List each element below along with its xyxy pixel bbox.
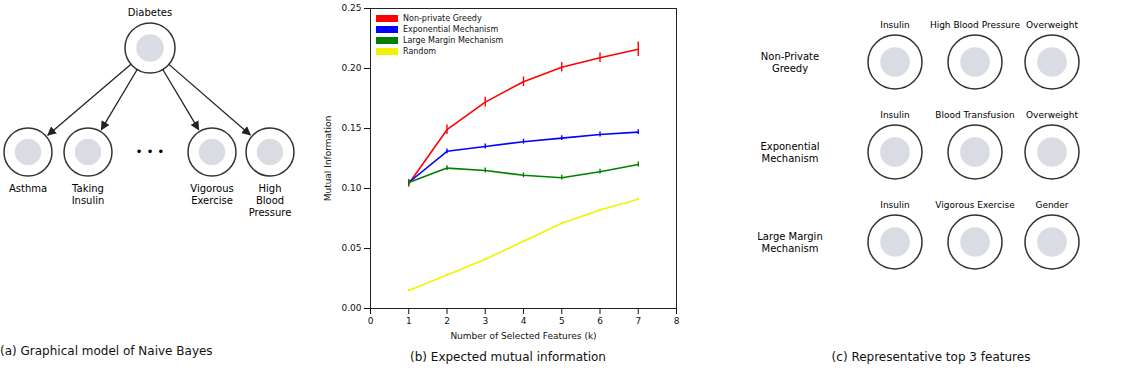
svg-text:Insulin: Insulin (880, 200, 909, 210)
html-text:(a) Graphical model of Naive B: (a) Graphical model of Naive Bayes (0, 344, 213, 358)
svg-text:0.15: 0.15 (341, 123, 361, 133)
svg-text:• • •: • • • (136, 145, 165, 159)
svg-text:0.00: 0.00 (341, 303, 361, 313)
svg-text:Overweight: Overweight (1026, 20, 1078, 30)
svg-text:Blood Transfusion: Blood Transfusion (935, 110, 1014, 120)
svg-text:Asthma: Asthma (9, 183, 47, 194)
html-text:Non-private Greedy: Non-private Greedy (403, 14, 482, 23)
svg-text:4: 4 (521, 316, 527, 326)
svg-text:0: 0 (368, 316, 374, 326)
svg-text:8: 8 (674, 316, 680, 326)
svg-text:Gender: Gender (1035, 200, 1068, 210)
svg-text:Mutual Information: Mutual Information (323, 116, 333, 202)
html-text:(b) Expected mutual informatio: (b) Expected mutual information (410, 350, 606, 364)
svg-text:High Blood Pressure: High Blood Pressure (930, 20, 1021, 30)
svg-text:6: 6 (597, 316, 603, 326)
svg-text:2: 2 (444, 316, 450, 326)
svg-text:0.20: 0.20 (341, 63, 361, 73)
svg-text:VigorousExercise: VigorousExercise (190, 183, 233, 206)
svg-text:1: 1 (406, 316, 412, 326)
svg-text:Non-PrivateGreedy: Non-PrivateGreedy (761, 51, 819, 74)
svg-text:HighBloodPressure: HighBloodPressure (249, 183, 292, 218)
svg-text:Number of Selected Features (k: Number of Selected Features (k) (450, 331, 596, 341)
svg-text:3: 3 (482, 316, 488, 326)
svg-text:5: 5 (559, 316, 565, 326)
svg-text:0.25: 0.25 (341, 3, 361, 13)
svg-text:0.05: 0.05 (341, 243, 361, 253)
svg-text:Insulin: Insulin (880, 110, 909, 120)
html-text:(c) Representative top 3 featu: (c) Representative top 3 features (831, 350, 1031, 364)
svg-text:Insulin: Insulin (880, 20, 909, 30)
svg-text:ExponentialMechanism: ExponentialMechanism (760, 141, 819, 164)
html-text:Large Margin Mechanism: Large Margin Mechanism (403, 36, 504, 45)
html-text:Exponential Mechanism: Exponential Mechanism (403, 25, 499, 34)
svg-text:Overweight: Overweight (1026, 110, 1078, 120)
svg-text:7: 7 (635, 316, 641, 326)
svg-text:0.10: 0.10 (341, 183, 361, 193)
svg-text:Large MarginMechanism: Large MarginMechanism (757, 231, 822, 254)
svg-text:TakingInsulin: TakingInsulin (71, 183, 104, 206)
svg-text:Vigorous Exercise: Vigorous Exercise (935, 200, 1015, 210)
html-text:Random: Random (403, 47, 437, 56)
svg-text:Diabetes: Diabetes (128, 7, 172, 18)
